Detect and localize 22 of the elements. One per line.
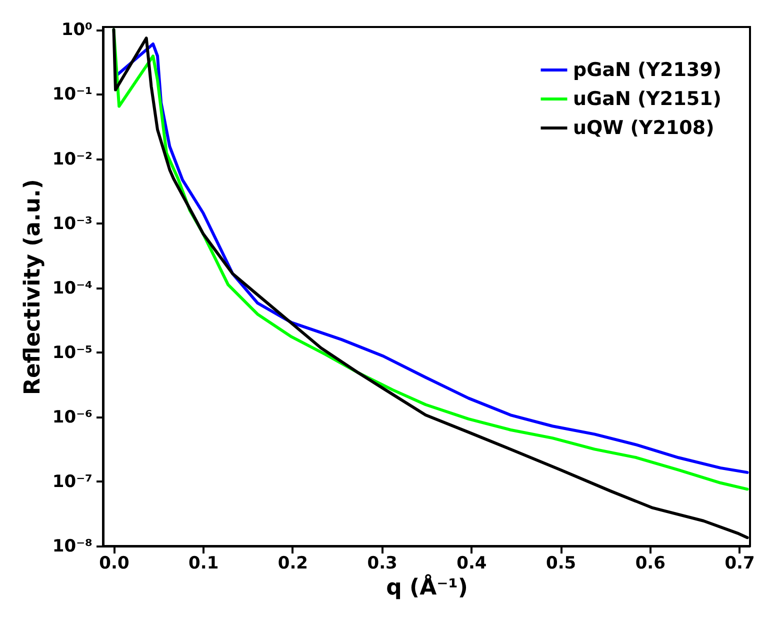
x-tick-label: 0.3 [367,554,398,574]
y-tick-label: 10⁻¹ [52,84,92,105]
x-tick-label: 0.2 [278,554,308,574]
x-tick-label: 0.1 [188,554,219,574]
y-tick-label: 10⁻³ [52,214,92,234]
y-axis-title: Reflectivity (a.u.) [20,179,46,395]
y-tick-label: 10⁰ [61,20,92,40]
x-tick-label: 0.6 [635,554,666,574]
x-axis-title: q (Å⁻¹) [386,574,468,600]
y-tick-label: 10⁻⁶ [52,407,92,428]
y-tick-label: 10⁻⁵ [52,342,92,363]
x-tick-label: 0.0 [99,554,130,574]
x-tick-label: 0.4 [456,554,487,574]
x-tick-label: 0.5 [546,554,576,574]
y-tick-label: 10⁻⁴ [52,278,92,298]
y-tick-label: 10⁻² [52,149,92,170]
y-tick-label: 10⁻⁷ [52,472,92,492]
legend-label: uGaN (Y2151) [573,88,722,110]
y-tick-label: 10⁻⁸ [52,536,92,556]
legend-label: pGaN (Y2139) [573,59,722,81]
legend-label: uQW (Y2108) [573,117,714,139]
x-tick-label: 0.7 [724,554,755,574]
